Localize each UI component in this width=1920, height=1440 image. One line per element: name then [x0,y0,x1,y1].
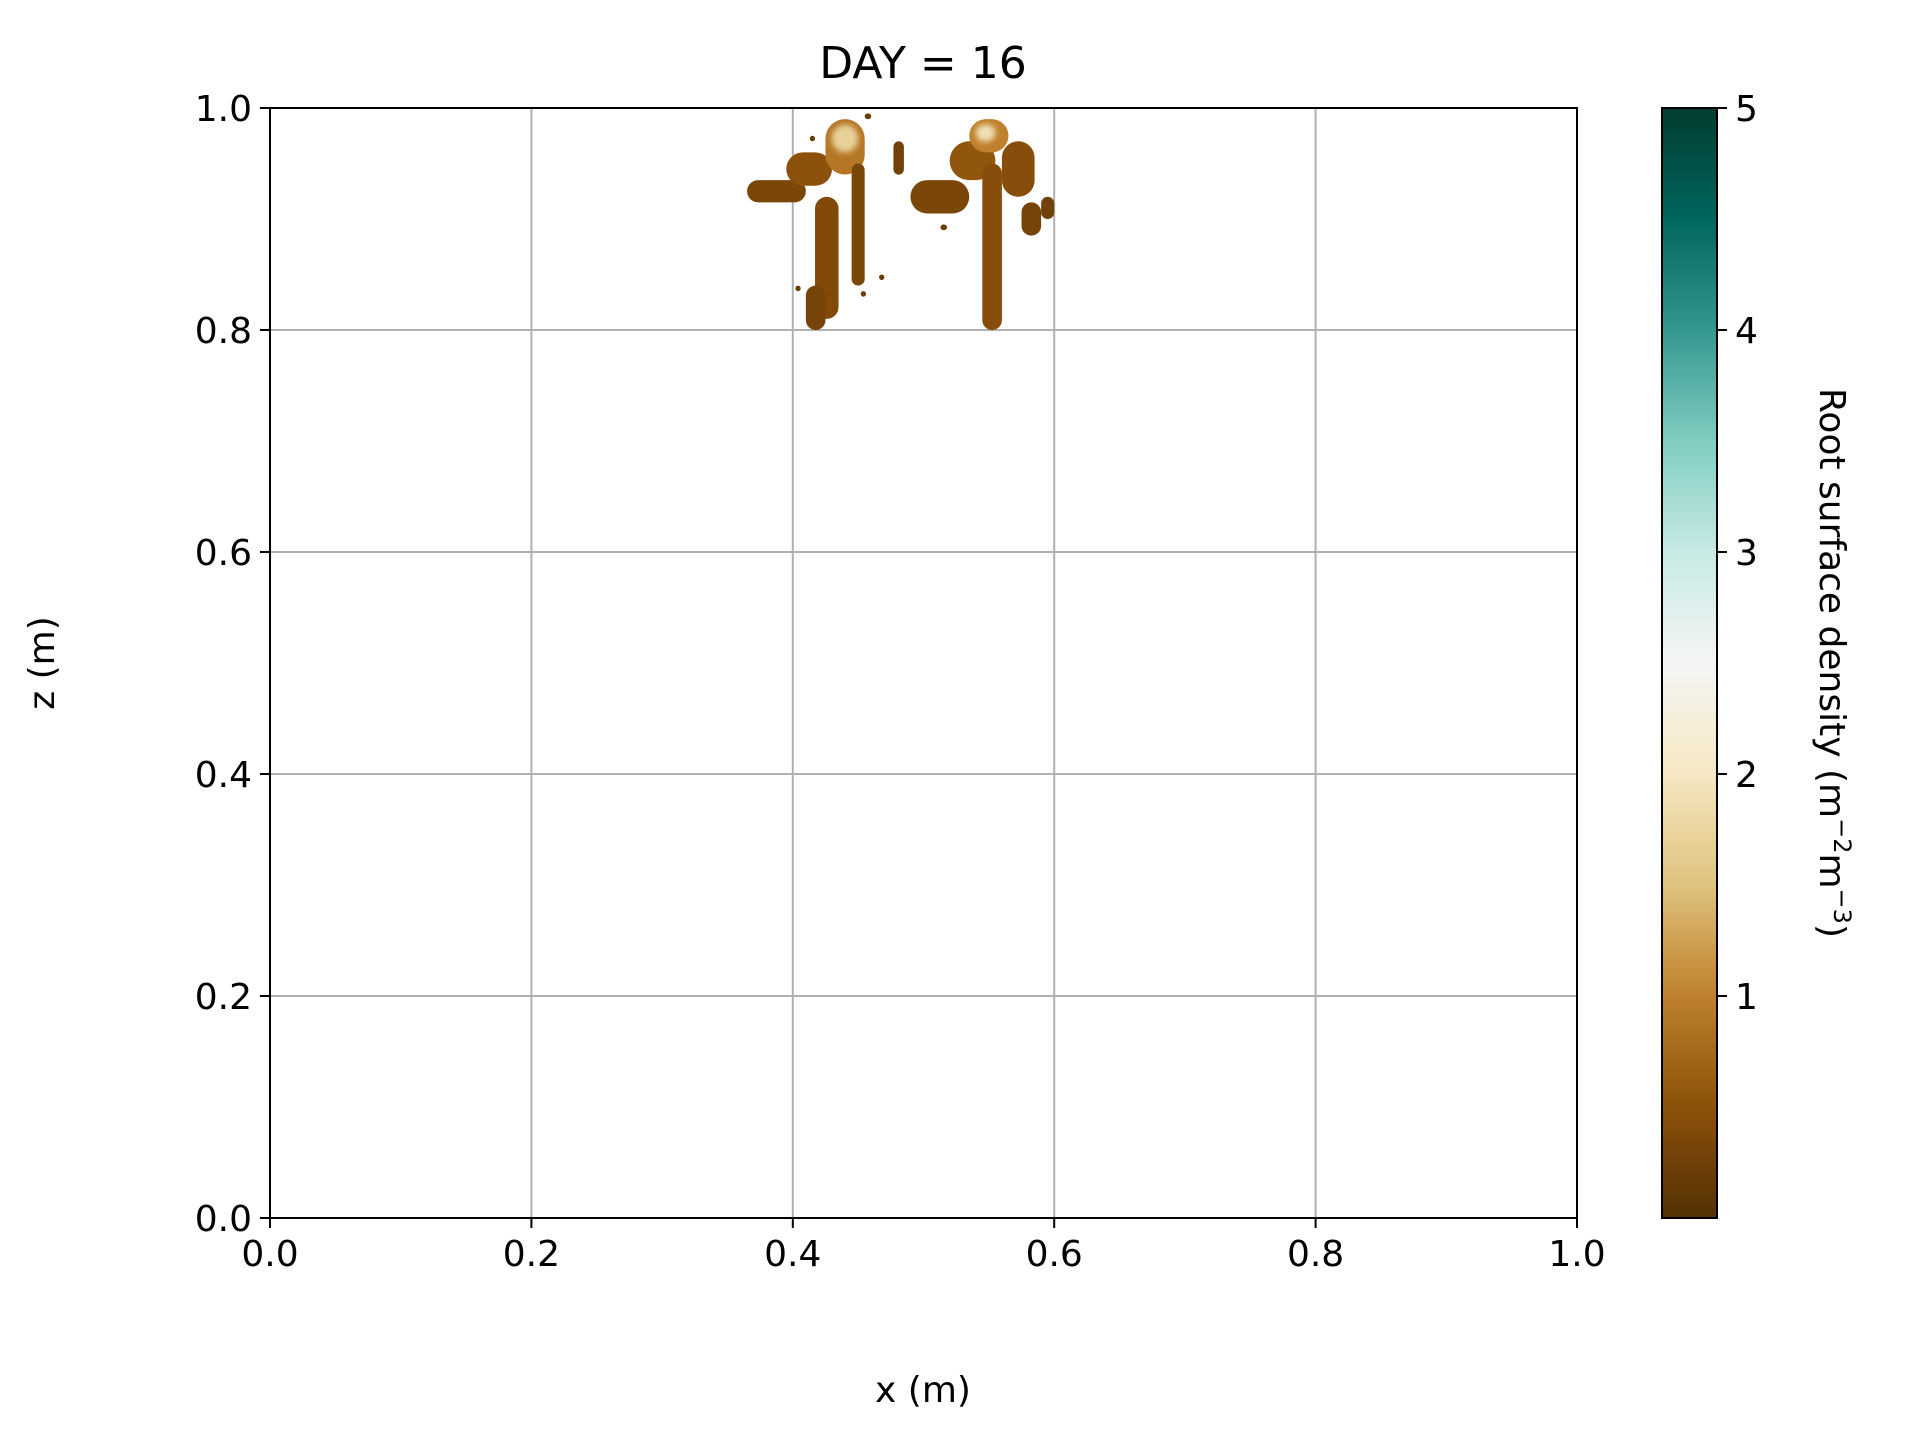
y-axis-ticks: 0.0 0.2 0.4 0.6 0.8 1.0 [195,89,270,1240]
colorbar-tick-label: 5 [1735,89,1758,130]
colorbar-ticks: 1 2 3 4 5 [1717,89,1758,1018]
density-patch [832,124,859,153]
x-tick-label: 1.0 [1548,1234,1605,1275]
y-tick-label: 0.8 [195,311,252,352]
y-tick-label: 0.4 [195,755,252,796]
density-patch [786,152,833,186]
density-patch [860,291,866,297]
x-tick-label: 0.6 [1026,1234,1083,1275]
plot-area-background [270,108,1577,1218]
colorbar-tick-label: 1 [1735,977,1758,1018]
x-tick-label: 0.0 [241,1234,298,1275]
heatmap-layer [747,113,1055,330]
density-patch [1041,196,1055,219]
x-tick-label: 0.8 [1287,1234,1344,1275]
density-patch [975,124,996,142]
density-patch [893,141,904,175]
x-tick-label: 0.2 [503,1234,560,1275]
density-patch [1021,202,1042,236]
density-patch [1001,141,1035,197]
colorbar-tick-label: 3 [1735,533,1758,574]
density-patch [805,285,826,330]
y-tick-label: 1.0 [195,89,252,130]
density-patch [864,113,872,120]
density-patch [910,180,970,214]
x-axis-ticks: 0.0 0.2 0.4 0.6 0.8 1.0 [241,1218,1606,1275]
density-patch [747,180,806,203]
y-tick-label: 0.2 [195,977,252,1018]
density-patch [940,224,948,231]
y-axis-label: z (m) [22,616,63,710]
density-patch [809,135,816,142]
colorbar-tick-label: 2 [1735,755,1758,796]
density-patch [879,274,885,281]
y-tick-label: 0.0 [195,1199,252,1240]
x-axis-label: x (m) [875,1370,971,1411]
x-tick-label: 0.4 [764,1234,821,1275]
colorbar-label: Root surface density (m−2m−3) [1811,388,1856,938]
density-patch [982,163,1002,330]
y-tick-label: 0.6 [195,533,252,574]
colorbar [1661,107,1718,1219]
chart-title: DAY = 16 [819,38,1027,89]
plot-frame [269,107,1578,1219]
density-patch [851,163,865,286]
density-patch [795,285,801,292]
colorbar-tick-label: 4 [1735,311,1758,352]
